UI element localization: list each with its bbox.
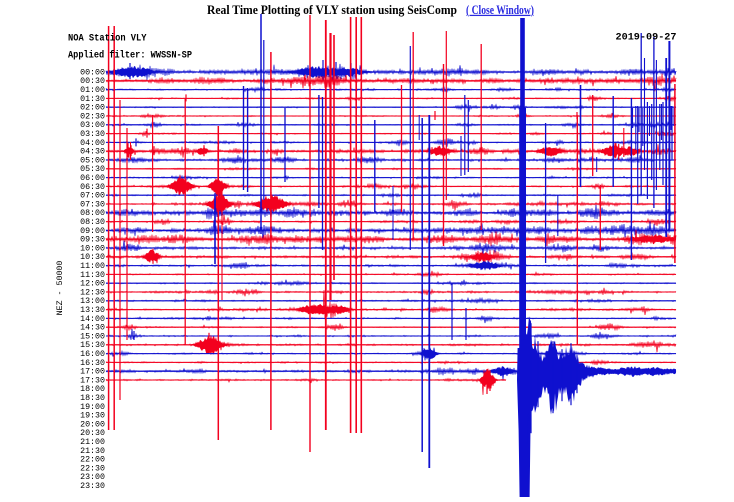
svg-text:06:00: 06:00 [80, 174, 105, 183]
svg-text:12:00: 12:00 [80, 280, 105, 289]
svg-text:10:00: 10:00 [80, 244, 105, 253]
svg-text:NOA Station VLY: NOA Station VLY [68, 33, 147, 45]
svg-text:20:30: 20:30 [80, 429, 105, 438]
svg-text:17:00: 17:00 [80, 368, 105, 377]
svg-text:07:30: 07:30 [80, 200, 105, 209]
svg-text:11:30: 11:30 [80, 271, 105, 280]
svg-text:09:00: 09:00 [80, 227, 105, 236]
svg-text:01:30: 01:30 [80, 95, 105, 104]
svg-text:23:30: 23:30 [80, 482, 105, 491]
svg-text:14:30: 14:30 [80, 324, 105, 333]
svg-text:13:30: 13:30 [80, 306, 105, 315]
svg-text:01:00: 01:00 [80, 86, 105, 95]
svg-text:11:00: 11:00 [80, 262, 105, 271]
svg-text:19:30: 19:30 [80, 412, 105, 421]
svg-text:04:00: 04:00 [80, 139, 105, 148]
svg-text:16:00: 16:00 [80, 350, 105, 359]
svg-text:09:30: 09:30 [80, 236, 105, 245]
svg-text:20:00: 20:00 [80, 420, 105, 429]
svg-text:00:30: 00:30 [80, 77, 105, 86]
svg-text:14:00: 14:00 [80, 315, 105, 324]
svg-text:Applied filter: WWSSN-SP: Applied filter: WWSSN-SP [68, 50, 192, 62]
svg-text:03:30: 03:30 [80, 130, 105, 139]
svg-text:08:00: 08:00 [80, 209, 105, 218]
svg-text:2019-09-27: 2019-09-27 [616, 32, 677, 44]
svg-text:05:30: 05:30 [80, 165, 105, 174]
svg-text:NEZ - 50000: NEZ - 50000 [56, 261, 65, 316]
svg-text:21:00: 21:00 [80, 438, 105, 447]
svg-text:18:30: 18:30 [80, 394, 105, 403]
svg-text:07:00: 07:00 [80, 192, 105, 201]
svg-text:13:00: 13:00 [80, 297, 105, 306]
svg-text:12:30: 12:30 [80, 288, 105, 297]
svg-text:22:30: 22:30 [80, 464, 105, 473]
svg-text:02:30: 02:30 [80, 112, 105, 121]
svg-text:18:00: 18:00 [80, 385, 105, 394]
svg-text:16:30: 16:30 [80, 359, 105, 368]
svg-text:04:30: 04:30 [80, 148, 105, 157]
svg-text:22:00: 22:00 [80, 456, 105, 465]
svg-text:03:00: 03:00 [80, 121, 105, 130]
svg-text:Real Time Plotting of VLY stat: Real Time Plotting of VLY station using … [207, 3, 534, 17]
svg-text:10:30: 10:30 [80, 253, 105, 262]
svg-text:06:30: 06:30 [80, 183, 105, 192]
svg-text:23:00: 23:00 [80, 473, 105, 482]
svg-text:15:00: 15:00 [80, 332, 105, 341]
svg-text:08:30: 08:30 [80, 218, 105, 227]
svg-text:19:00: 19:00 [80, 403, 105, 412]
svg-text:00:00: 00:00 [80, 68, 105, 77]
svg-text:02:00: 02:00 [80, 104, 105, 113]
svg-text:17:30: 17:30 [80, 376, 105, 385]
svg-text:15:30: 15:30 [80, 341, 105, 350]
svg-text:21:30: 21:30 [80, 447, 105, 456]
svg-text:05:00: 05:00 [80, 156, 105, 165]
